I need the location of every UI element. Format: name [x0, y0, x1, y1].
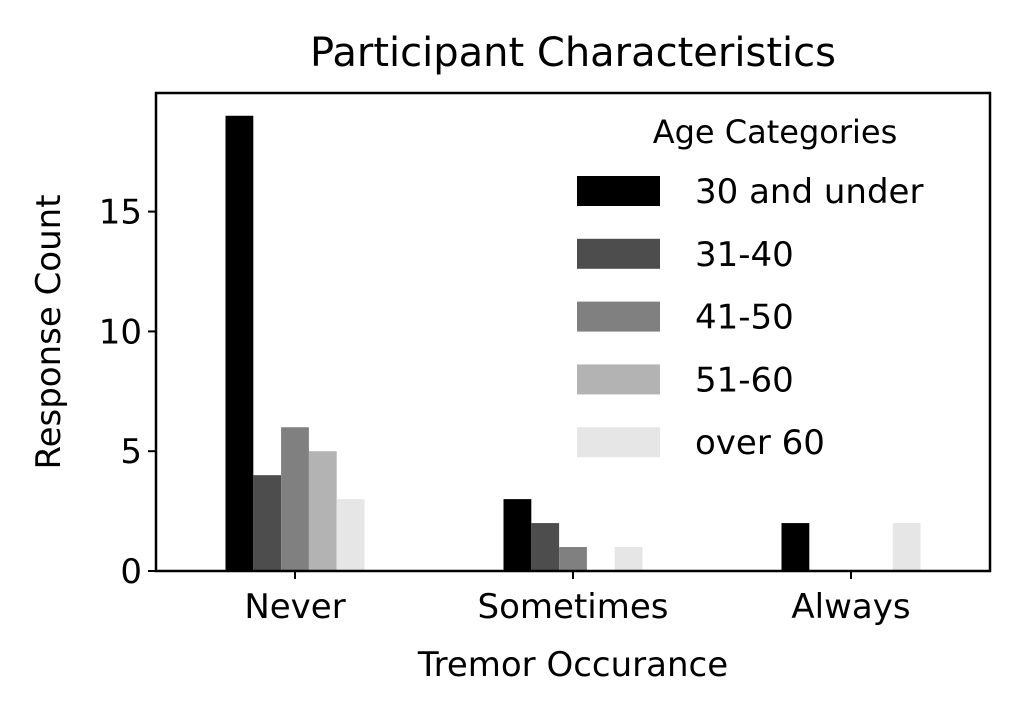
y-tick-label: 10 — [99, 312, 142, 352]
y-axis-label: Response Count — [29, 194, 69, 469]
legend-label-30-and-under: 30 and under — [695, 172, 923, 212]
y-tick-label: 5 — [120, 432, 142, 472]
bar-over-60-never — [336, 499, 365, 571]
legend-label-31-40: 31-40 — [695, 235, 794, 275]
bar-41-50-never — [281, 427, 309, 571]
bars-group — [225, 115, 921, 571]
x-tick-label-never: Never — [244, 587, 345, 627]
x-tick-label-sometimes: Sometimes — [478, 587, 669, 627]
y-axis-ticks: 0 5 10 15 — [99, 193, 156, 592]
legend-label-over-60: over 60 — [695, 423, 825, 463]
bar-51-60-never — [308, 451, 337, 571]
x-axis-ticks: Never Sometimes Always — [244, 571, 911, 627]
legend-label-51-60: 51-60 — [695, 360, 794, 400]
legend-swatch-51-60 — [577, 364, 660, 395]
x-axis-label: Tremor Occurance — [417, 645, 728, 685]
legend-swatch-30-and-under — [577, 176, 660, 206]
bar-31-40-never — [253, 475, 282, 571]
legend: Age Categories 30 and under 31-40 41-50 51-… — [577, 113, 923, 463]
bar-over-60-always — [892, 523, 921, 571]
y-tick-label: 15 — [99, 193, 142, 233]
bar-over-60-sometimes — [614, 547, 643, 571]
legend-title: Age Categories — [653, 113, 898, 151]
bar-30-and-under-never — [225, 115, 254, 571]
chart-title: Participant Characteristics — [310, 30, 836, 76]
bar-30-and-under-sometimes — [503, 499, 532, 571]
legend-label-41-50: 41-50 — [695, 298, 794, 338]
x-tick-label-always: Always — [791, 587, 910, 627]
legend-swatch-31-40 — [577, 238, 660, 269]
legend-swatch-41-50 — [577, 301, 660, 332]
bar-41-50-sometimes — [559, 547, 587, 571]
legend-swatch-over-60 — [577, 427, 660, 458]
bar-30-and-under-always — [781, 523, 810, 571]
bar-31-40-sometimes — [531, 523, 560, 571]
y-tick-label: 0 — [120, 552, 142, 592]
